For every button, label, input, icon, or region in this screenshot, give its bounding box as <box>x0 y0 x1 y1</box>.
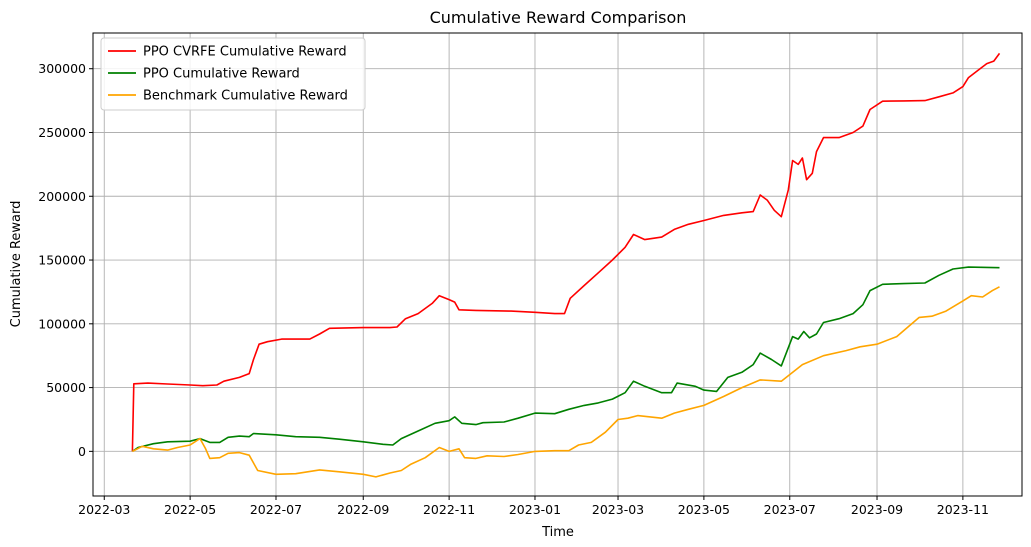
legend-label: PPO Cumulative Reward <box>143 67 300 82</box>
chart-title: Cumulative Reward Comparison <box>430 8 687 27</box>
y-tick-label: 100000 <box>38 316 86 331</box>
legend-box <box>100 37 366 111</box>
plot-frame <box>92 32 1023 497</box>
x-tick-label: 2023-01 <box>509 502 561 517</box>
y-tick-label: 150000 <box>38 253 86 268</box>
x-tick-label: 2023-07 <box>764 502 816 517</box>
x-tick-label: 2022-05 <box>164 502 216 517</box>
y-axis-label: Cumulative Reward <box>9 201 24 328</box>
x-tick-label: 2023-11 <box>937 502 989 517</box>
x-tick-label: 2023-09 <box>851 502 903 517</box>
legend-label: PPO CVRFE Cumulative Reward <box>143 45 347 60</box>
x-tick-label: 2022-07 <box>250 502 302 517</box>
x-tick-label: 2022-09 <box>337 502 389 517</box>
legend-label: Benchmark Cumulative Reward <box>143 89 348 104</box>
x-tick-label: 2023-05 <box>678 502 730 517</box>
series-layer <box>131 52 1001 478</box>
x-tick-label: 2022-03 <box>78 502 130 517</box>
y-tick-label: 250000 <box>38 125 86 140</box>
y-tick-label: 200000 <box>38 189 86 204</box>
series-line-3 <box>132 286 1000 478</box>
y-tick-label: 50000 <box>46 380 86 395</box>
y-tick-label: 0 <box>78 444 86 459</box>
series-line-2 <box>131 266 1000 453</box>
y-axis-ticks: 0 50000 100000 150000 200000 250000 300000 <box>38 61 93 459</box>
y-tick-label: 300000 <box>38 61 86 76</box>
series-line-1 <box>131 52 1001 452</box>
x-tick-label: 2022-11 <box>423 502 475 517</box>
x-axis-ticks: 2022-03 2022-05 2022-07 2022-09 2022-11 2023-… <box>78 496 989 517</box>
x-axis-label: Time <box>541 525 574 540</box>
x-tick-label: 2023-03 <box>592 502 644 517</box>
legend: PPO CVRFE Cumulative Reward PPO Cumulativ… <box>100 37 366 111</box>
